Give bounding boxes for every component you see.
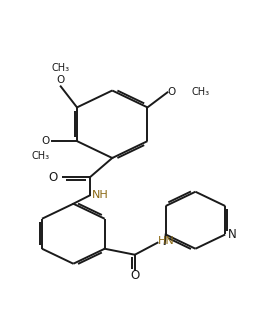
Text: CH₃: CH₃ [31, 151, 49, 161]
Text: O: O [41, 136, 49, 146]
Text: CH₃: CH₃ [191, 87, 210, 97]
Text: N: N [227, 228, 236, 241]
Text: CH₃: CH₃ [52, 62, 70, 72]
Text: O: O [48, 171, 58, 184]
Text: O: O [167, 87, 176, 97]
Text: O: O [57, 75, 65, 85]
Text: HN: HN [158, 236, 174, 246]
Text: O: O [130, 269, 139, 282]
Text: NH: NH [92, 191, 109, 201]
